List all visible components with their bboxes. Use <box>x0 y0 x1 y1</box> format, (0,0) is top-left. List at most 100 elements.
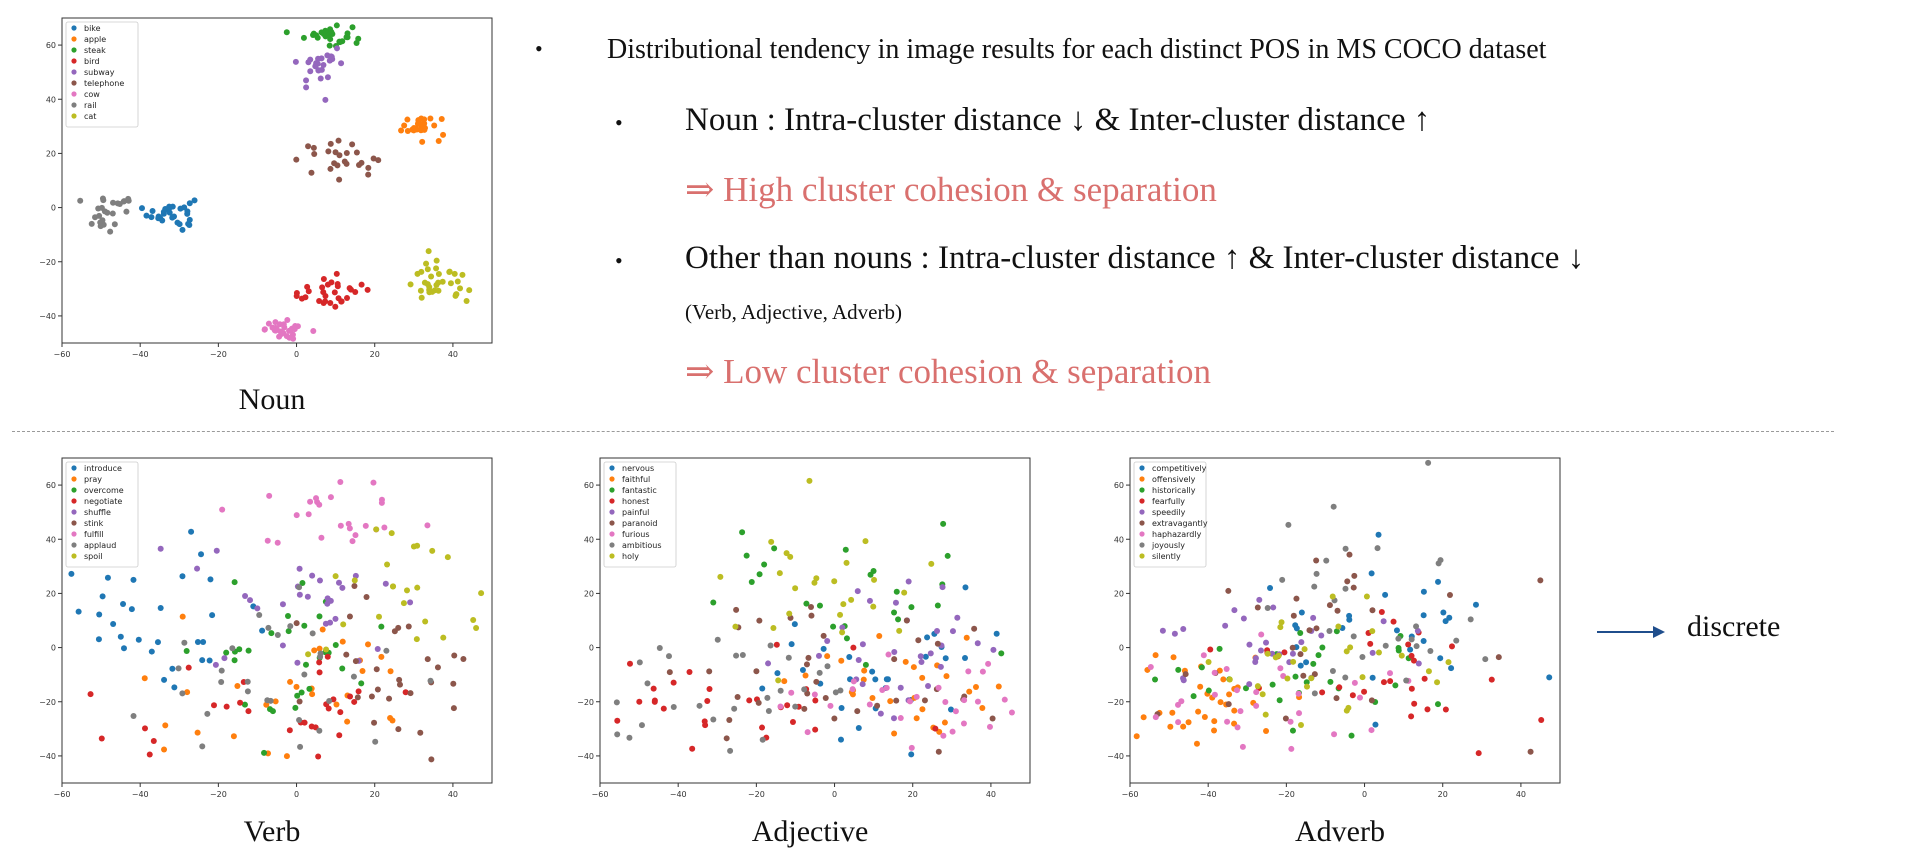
x-tick-label: 20 <box>370 790 380 799</box>
x-tick-label: 40 <box>448 350 458 359</box>
data-point <box>334 162 341 169</box>
data-point <box>1217 699 1224 706</box>
data-point <box>895 616 902 623</box>
data-point <box>862 538 869 545</box>
data-point <box>97 223 104 230</box>
data-point <box>296 698 303 705</box>
bullet-dot-3: • <box>615 248 623 273</box>
data-point <box>1446 592 1453 599</box>
data-point <box>1369 649 1376 656</box>
data-point <box>1448 643 1455 650</box>
data-point <box>384 561 391 568</box>
data-point <box>896 627 903 634</box>
x-tick-label: −20 <box>210 790 227 799</box>
data-point <box>1380 618 1387 625</box>
data-point <box>223 649 230 656</box>
data-point <box>359 667 366 674</box>
right-arrow-icon <box>1597 626 1665 638</box>
data-point <box>1263 727 1270 734</box>
data-point <box>731 705 738 712</box>
data-point <box>404 116 411 123</box>
data-point <box>789 719 796 726</box>
data-point <box>242 593 249 600</box>
data-point <box>162 722 169 729</box>
data-point <box>316 577 323 584</box>
data-point <box>355 688 362 695</box>
data-point <box>839 629 846 636</box>
legend-label: honest <box>622 497 649 506</box>
data-point <box>358 159 365 166</box>
data-point <box>326 697 333 704</box>
data-point <box>960 720 967 727</box>
data-point <box>374 686 381 693</box>
legend-marker <box>71 91 77 97</box>
data-point <box>897 684 904 691</box>
data-point <box>966 688 973 695</box>
discrete-label: discrete <box>1687 610 1781 643</box>
data-point <box>327 299 334 306</box>
data-point <box>290 335 297 342</box>
data-point <box>1427 648 1434 655</box>
y-tick-label: 60 <box>1114 481 1124 490</box>
data-point <box>842 546 849 553</box>
data-point <box>1270 604 1277 611</box>
legend-label: ambitious <box>622 541 662 550</box>
legend-label: telephone <box>84 79 124 88</box>
data-point <box>1211 691 1218 698</box>
data-point <box>454 278 461 285</box>
data-point <box>837 736 844 743</box>
data-point <box>463 298 470 305</box>
data-point <box>296 716 303 723</box>
data-point <box>1327 678 1334 685</box>
data-point <box>318 29 325 36</box>
data-point <box>979 668 986 675</box>
data-point <box>803 661 810 668</box>
data-point <box>1282 715 1289 722</box>
data-point <box>1369 674 1376 681</box>
data-point <box>804 729 811 736</box>
data-point <box>891 609 898 616</box>
legend-label: rail <box>84 101 97 110</box>
data-point <box>1408 685 1415 692</box>
data-point <box>792 703 799 710</box>
data-point <box>351 577 358 584</box>
data-point <box>1240 615 1247 622</box>
data-point <box>1392 682 1399 689</box>
data-point <box>717 573 724 580</box>
data-point <box>416 120 423 127</box>
bullet-dot-1: • <box>535 36 543 61</box>
legend-marker <box>71 58 77 64</box>
legend-marker <box>71 553 77 559</box>
data-point <box>429 288 436 295</box>
data-point <box>268 630 275 637</box>
data-point <box>777 703 784 710</box>
data-point <box>788 641 795 648</box>
data-point <box>1220 676 1227 683</box>
legend-label: negotiate <box>84 497 122 506</box>
data-point <box>726 717 733 724</box>
data-point <box>365 164 372 171</box>
series-holy <box>717 477 935 684</box>
data-point <box>424 266 431 273</box>
adjective-caption: Adjective <box>751 815 869 848</box>
data-point <box>1182 671 1189 678</box>
x-tick-label: 0 <box>294 350 299 359</box>
data-point <box>1440 609 1447 616</box>
data-point <box>701 718 708 725</box>
data-point <box>104 574 111 581</box>
data-point <box>1538 716 1545 723</box>
data-point <box>993 630 1000 637</box>
data-point <box>281 324 288 331</box>
data-point <box>435 270 442 277</box>
data-point <box>372 738 379 745</box>
data-point <box>292 704 299 711</box>
data-point <box>332 149 339 156</box>
data-point <box>418 115 425 122</box>
data-point <box>160 208 167 215</box>
data-point <box>241 701 248 708</box>
data-point <box>862 661 869 668</box>
data-point <box>96 611 103 618</box>
data-point <box>854 588 861 595</box>
series-cow <box>261 317 317 342</box>
data-point <box>768 538 775 545</box>
